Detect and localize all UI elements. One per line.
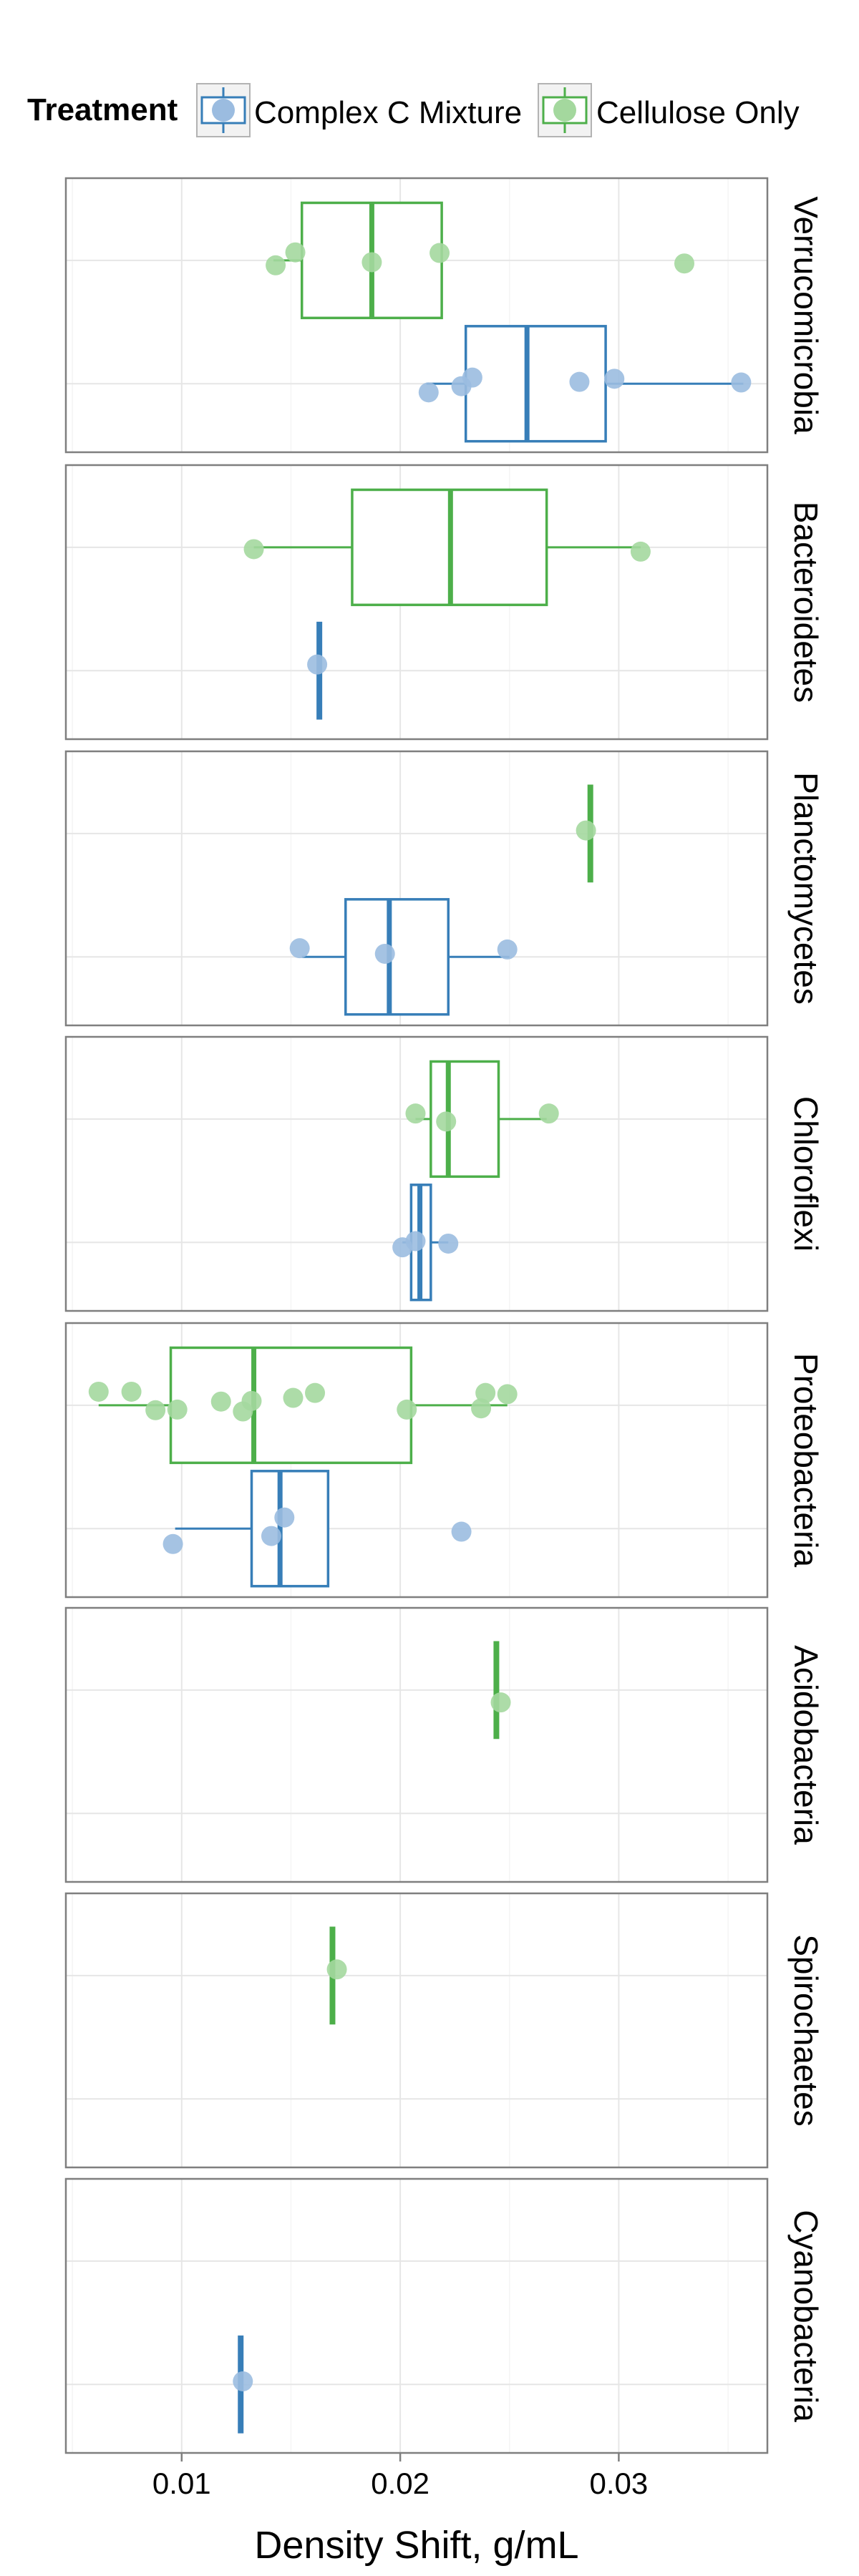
facet-strip-label: Bacteroidetes bbox=[787, 502, 825, 703]
boxplot-group bbox=[418, 325, 752, 443]
x-axis-label: Density Shift, g/mL bbox=[254, 2524, 578, 2567]
data-point bbox=[266, 255, 286, 275]
data-point bbox=[121, 1381, 142, 1402]
data-point bbox=[305, 1382, 326, 1403]
facet-panel: Planctomycetes bbox=[64, 750, 825, 1027]
data-point bbox=[471, 1398, 492, 1419]
x-axis: 0.01 0.02 0.03 bbox=[152, 2453, 648, 2500]
facet-strip-label: Chloroflexi bbox=[787, 1096, 825, 1252]
data-point bbox=[418, 382, 439, 403]
facet-strip-label: Spirochaetes bbox=[787, 1934, 825, 2127]
data-point bbox=[405, 1231, 426, 1252]
data-point bbox=[405, 1103, 426, 1124]
boxplot-group bbox=[162, 1470, 472, 1588]
x-tick-label: 0.02 bbox=[371, 2467, 430, 2500]
data-point bbox=[604, 369, 625, 389]
panel-background bbox=[66, 1608, 767, 1882]
data-point bbox=[397, 1399, 417, 1420]
facet-strip-label: Verrucomicrobia bbox=[787, 196, 825, 434]
panel-border bbox=[64, 750, 769, 1027]
box bbox=[344, 898, 450, 1016]
facet-strip-label: Cyanobacteria bbox=[787, 2210, 825, 2422]
data-point bbox=[289, 938, 310, 959]
legend-key-point bbox=[553, 99, 576, 122]
data-point bbox=[438, 1233, 459, 1254]
data-point bbox=[490, 1692, 511, 1713]
data-point bbox=[674, 253, 694, 274]
data-point bbox=[274, 1507, 295, 1528]
boxplot-group bbox=[233, 2335, 253, 2434]
data-point bbox=[630, 541, 651, 562]
legend: Treatment Complex C Mixture Cellulose Onl… bbox=[27, 83, 800, 137]
legend-label: Cellulose Only bbox=[596, 95, 800, 130]
data-point bbox=[497, 1384, 518, 1405]
boxplot-group bbox=[88, 1346, 518, 1465]
panel-border bbox=[64, 2177, 769, 2454]
boxplot-group bbox=[392, 1184, 459, 1302]
boxplot-group bbox=[326, 1926, 347, 2025]
facet-strip-label: Proteobacteria bbox=[787, 1353, 825, 1568]
facet-panel: Bacteroidetes bbox=[64, 464, 825, 741]
data-point bbox=[283, 1387, 304, 1408]
data-point bbox=[475, 1382, 496, 1403]
facet-panel: Verrucomicrobia bbox=[64, 177, 825, 454]
panel-border bbox=[64, 1606, 769, 1883]
boxplot-group bbox=[243, 488, 651, 607]
legend-label: Complex C Mixture bbox=[254, 95, 522, 130]
data-point bbox=[285, 242, 306, 263]
panel-border bbox=[64, 1892, 769, 2169]
boxplot-group bbox=[266, 201, 694, 320]
data-point bbox=[261, 1526, 281, 1546]
boxplot-group bbox=[307, 621, 328, 720]
data-point bbox=[731, 372, 752, 393]
data-point bbox=[145, 1400, 166, 1420]
x-tick-label: 0.03 bbox=[590, 2467, 649, 2500]
boxplot-group bbox=[289, 898, 518, 1016]
data-point bbox=[307, 654, 328, 675]
panel-border bbox=[64, 464, 769, 741]
data-point bbox=[167, 1399, 188, 1420]
data-point bbox=[569, 371, 590, 392]
data-point bbox=[436, 1111, 457, 1132]
legend-title: Treatment bbox=[27, 92, 178, 127]
data-point bbox=[361, 252, 382, 273]
facet-panel: Cyanobacteria bbox=[64, 2177, 825, 2454]
data-point bbox=[374, 943, 395, 964]
facet-panels: Verrucomicrobia Bacteroidetes Planctomycet… bbox=[64, 177, 825, 2454]
facet-strip-label: Planctomycetes bbox=[787, 772, 825, 1005]
data-point bbox=[462, 367, 482, 388]
data-point bbox=[243, 539, 264, 560]
data-point bbox=[88, 1381, 109, 1402]
boxplot-group bbox=[405, 1060, 559, 1179]
boxplot-group bbox=[576, 784, 596, 883]
facet-strip-label: Acidobacteria bbox=[787, 1645, 825, 1845]
legend-key-point bbox=[212, 99, 235, 122]
facet-panel: Spirochaetes bbox=[64, 1892, 825, 2169]
legend-entry: Cellulose Only bbox=[538, 83, 800, 137]
box bbox=[250, 1470, 330, 1588]
legend-entry: Complex C Mixture bbox=[196, 83, 522, 137]
panel-border bbox=[64, 1322, 769, 1599]
data-point bbox=[576, 820, 596, 841]
data-point bbox=[451, 1521, 472, 1542]
data-point bbox=[162, 1533, 183, 1554]
data-point bbox=[233, 2371, 253, 2391]
panel-border bbox=[64, 1035, 769, 1312]
data-point bbox=[241, 1390, 262, 1411]
data-point bbox=[326, 1959, 347, 1980]
panel-background bbox=[66, 1893, 767, 2167]
facet-panel: Chloroflexi bbox=[64, 1035, 825, 1312]
panel-background bbox=[66, 2179, 767, 2453]
x-tick-label: 0.01 bbox=[152, 2467, 211, 2500]
panel-border bbox=[64, 177, 769, 454]
data-point bbox=[497, 939, 518, 960]
data-point bbox=[538, 1103, 559, 1124]
boxplot-group bbox=[490, 1641, 511, 1740]
data-point bbox=[210, 1391, 231, 1412]
facet-panel: Acidobacteria bbox=[64, 1606, 825, 1883]
facet-panel: Proteobacteria bbox=[64, 1322, 825, 1599]
data-point bbox=[430, 243, 450, 263]
